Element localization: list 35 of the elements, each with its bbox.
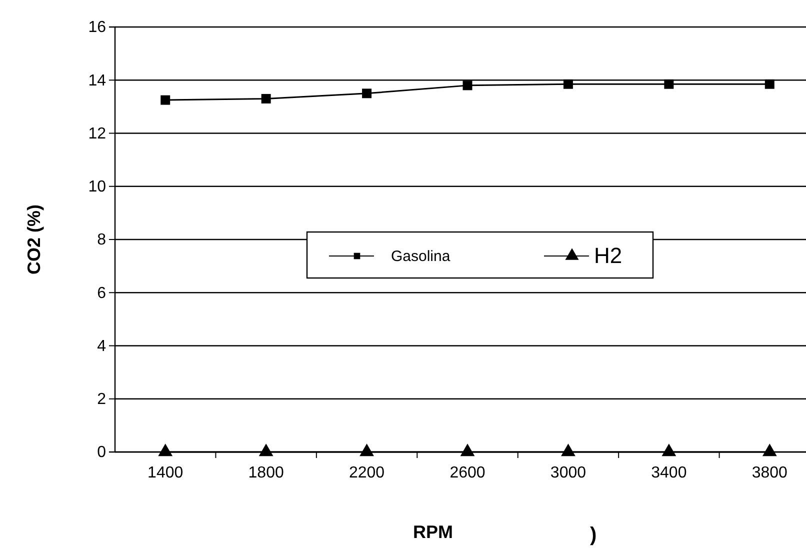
y-tick-label: 6 — [97, 284, 106, 302]
point — [460, 444, 475, 456]
x-axis-title: RPM — [413, 522, 453, 542]
point — [160, 95, 170, 105]
y-axis-title: CO2 (%) — [24, 204, 44, 275]
point — [158, 444, 173, 456]
text: ) — [590, 524, 597, 546]
point — [261, 94, 271, 104]
y-tick-label: 2 — [97, 390, 106, 408]
point — [764, 79, 774, 89]
y-tick-label: 14 — [88, 72, 106, 90]
legend-label: Gasolina — [391, 248, 451, 265]
point — [563, 79, 573, 89]
point — [462, 80, 472, 90]
y-tick-label: 8 — [97, 232, 106, 249]
y-tick-label: 0 — [97, 444, 106, 462]
x-tick-label: 3400 — [651, 464, 687, 482]
x-tick-label: 2200 — [348, 464, 385, 482]
y-tick-label: 16 — [88, 19, 106, 36]
point — [258, 444, 274, 456]
point — [662, 444, 676, 456]
x-tick-label: 1800 — [248, 464, 284, 482]
point — [762, 444, 777, 456]
y-tick-label: 10 — [88, 178, 106, 196]
point — [360, 444, 374, 456]
x-tick-label: 1400 — [148, 464, 184, 482]
point — [664, 79, 674, 89]
x-tick-label: 3800 — [752, 464, 788, 482]
y-tick-label: 4 — [97, 338, 106, 355]
legend-label: H2 — [594, 243, 622, 268]
point — [561, 444, 576, 456]
point — [362, 88, 372, 98]
y-tick-label: 12 — [88, 125, 106, 142]
x-tick-label: 2600 — [450, 464, 486, 482]
x-tick-label: 3000 — [550, 464, 586, 482]
